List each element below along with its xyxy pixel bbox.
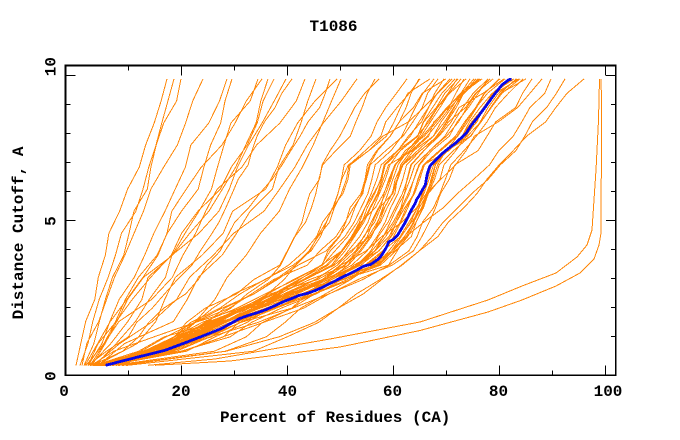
svg-text:Percent of Residues (CA): Percent of Residues (CA) — [220, 409, 450, 427]
svg-text:20: 20 — [171, 383, 190, 401]
svg-text:80: 80 — [489, 383, 508, 401]
svg-text:0: 0 — [59, 383, 69, 401]
svg-text:60: 60 — [383, 383, 402, 401]
svg-text:0: 0 — [43, 371, 61, 381]
svg-text:40: 40 — [278, 383, 297, 401]
svg-text:T1086: T1086 — [309, 18, 357, 36]
svg-text:100: 100 — [594, 383, 623, 401]
svg-text:10: 10 — [43, 57, 61, 76]
svg-text:Distance Cutoff, A: Distance Cutoff, A — [10, 146, 28, 319]
svg-text:5: 5 — [43, 216, 61, 226]
